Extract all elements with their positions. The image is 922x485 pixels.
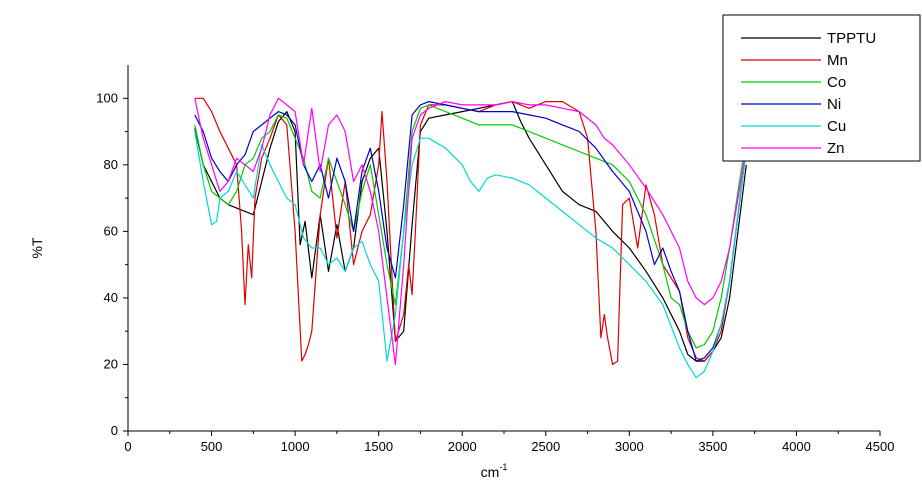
legend-label-zn: Zn	[827, 140, 845, 157]
x-axis-title-superscript: -1	[499, 462, 507, 472]
series-line-co	[194, 104, 747, 349]
x-tick-label: 4500	[866, 439, 895, 454]
y-tick-label: 20	[104, 356, 118, 371]
x-tick-label: 0	[124, 439, 131, 454]
x-tick-label: 2500	[531, 439, 560, 454]
legend-label-cu: Cu	[827, 118, 846, 135]
x-tick-label: 500	[201, 439, 223, 454]
legend-label-ni: Ni	[827, 96, 841, 113]
series-line-tpptu	[194, 100, 747, 362]
y-tick-label: 80	[104, 157, 118, 172]
y-tick-label: 100	[96, 90, 118, 105]
x-axis-title: cm-1	[481, 462, 508, 480]
legend: TPPTU Mn Co Ni Cu Zn	[722, 14, 921, 162]
legend-label-mn: Mn	[827, 52, 848, 69]
x-tick-label: 2000	[448, 439, 477, 454]
series-line-zn	[194, 97, 747, 366]
series-line-mn	[194, 97, 747, 366]
plot-area	[194, 97, 747, 379]
legend-box	[722, 14, 921, 162]
x-tick-label: 3000	[615, 439, 644, 454]
series-line-cu	[194, 131, 747, 379]
axes: 0 500 1000 1500 2000 2500 3000 3500 4000 4500 0 20 4…	[29, 65, 894, 480]
x-tick-label: 3500	[698, 439, 727, 454]
y-tick-label: 0	[111, 423, 118, 438]
legend-label-tpptu: TPPTU	[827, 30, 876, 47]
y-tick-label: 60	[104, 223, 118, 238]
series-line-ni	[194, 100, 747, 362]
x-tick-label: 4000	[782, 439, 811, 454]
y-axis-title: %T	[29, 237, 45, 258]
x-tick-label: 1000	[281, 439, 310, 454]
legend-label-co: Co	[827, 74, 846, 91]
x-tick-label: 1500	[364, 439, 393, 454]
y-tick-label: 40	[104, 290, 118, 305]
